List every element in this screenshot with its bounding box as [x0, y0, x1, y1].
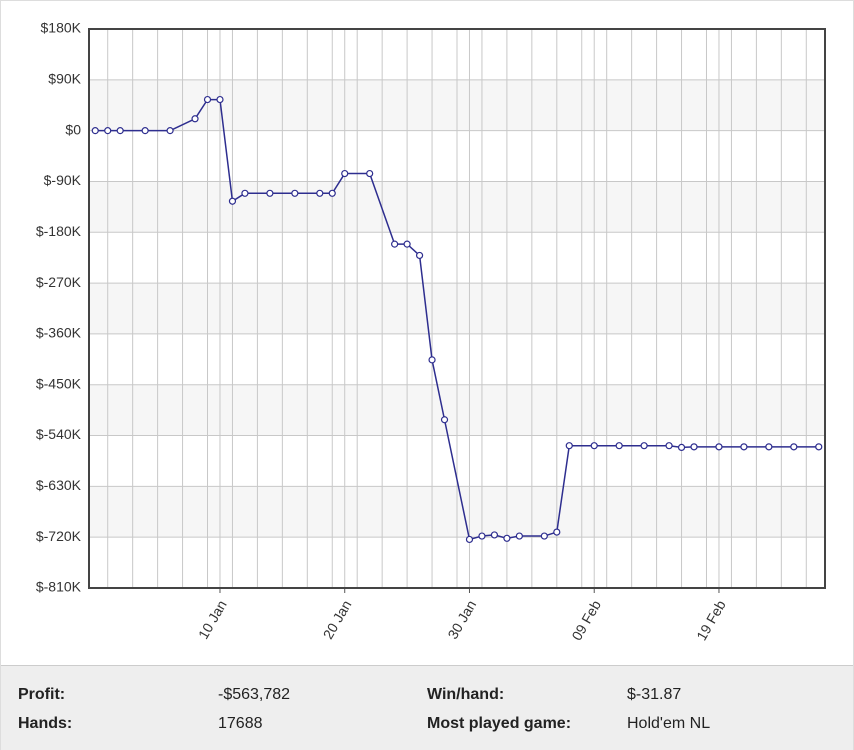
- point: [440, 416, 449, 424]
- point: [291, 189, 299, 197]
- stat-value: 17688: [218, 715, 263, 732]
- point: [116, 127, 124, 135]
- point: [166, 127, 174, 135]
- point: [104, 127, 112, 135]
- point: [553, 528, 561, 536]
- point: [765, 443, 773, 451]
- point: [503, 534, 511, 542]
- y-tick-label: $180K: [41, 20, 82, 36]
- stat-label: Hands:: [18, 715, 73, 732]
- stat-value: $-31.87: [627, 686, 682, 703]
- point: [565, 442, 573, 450]
- stat-label: Most played game:: [427, 715, 572, 732]
- x-tick-label: 30 Jan: [444, 597, 479, 641]
- x-tick-label: 19 Feb: [693, 597, 729, 643]
- stat-label: Win/hand:: [427, 686, 505, 703]
- point: [91, 127, 99, 135]
- y-tick-label: $0: [65, 121, 81, 137]
- y-tick-label: $-450K: [36, 375, 82, 391]
- point: [216, 95, 224, 104]
- point: [328, 189, 336, 197]
- y-tick-label: $-360K: [36, 325, 82, 341]
- point: [203, 95, 212, 104]
- y-tick-label: $-270K: [36, 274, 82, 290]
- point: [640, 442, 648, 450]
- x-tick-label: 09 Feb: [568, 597, 604, 643]
- point: [415, 251, 424, 260]
- point: [615, 442, 623, 450]
- point: [391, 240, 399, 248]
- point: [540, 532, 548, 540]
- plot-border: [88, 28, 826, 589]
- y-tick-label: $-720K: [36, 528, 82, 544]
- point: [341, 169, 349, 178]
- point: [141, 127, 149, 135]
- point: [590, 442, 598, 450]
- chart: $180K $90K $0 $-90K $-180K $-270K $-360K $-450K…: [36, 20, 826, 643]
- point: [316, 189, 324, 197]
- y-tick-label: $90K: [48, 71, 81, 87]
- point: [366, 169, 374, 178]
- stat-label: Profit:: [18, 686, 66, 703]
- point: [677, 443, 686, 452]
- stat-value: -$563,782: [218, 686, 291, 703]
- x-tick-label: 10 Jan: [195, 597, 230, 641]
- y-tick-label: $-180K: [36, 223, 82, 239]
- point: [191, 115, 199, 123]
- point: [715, 443, 723, 451]
- point: [790, 443, 798, 451]
- y-tick-label: $-810K: [36, 579, 82, 595]
- point: [665, 442, 673, 450]
- point: [241, 189, 249, 197]
- point: [465, 535, 474, 544]
- point: [690, 443, 698, 451]
- point: [403, 240, 411, 248]
- stat-value: Hold'em NL: [627, 715, 711, 732]
- point: [478, 532, 486, 540]
- point: [428, 356, 436, 364]
- y-tick-label: $-630K: [36, 477, 82, 493]
- y-tick-label: $-90K: [44, 172, 82, 188]
- point: [228, 197, 237, 205]
- point: [815, 443, 823, 451]
- point: [740, 443, 748, 451]
- y-tick-label: $-540K: [36, 426, 82, 442]
- point: [266, 189, 274, 197]
- stats-panel: Profit: -$563,782 Win/hand: $-31.87 Hand…: [1, 665, 853, 750]
- x-tick-label: 20 Jan: [320, 597, 355, 641]
- point: [490, 531, 499, 539]
- point: [515, 532, 523, 540]
- series-line: [95, 98, 819, 541]
